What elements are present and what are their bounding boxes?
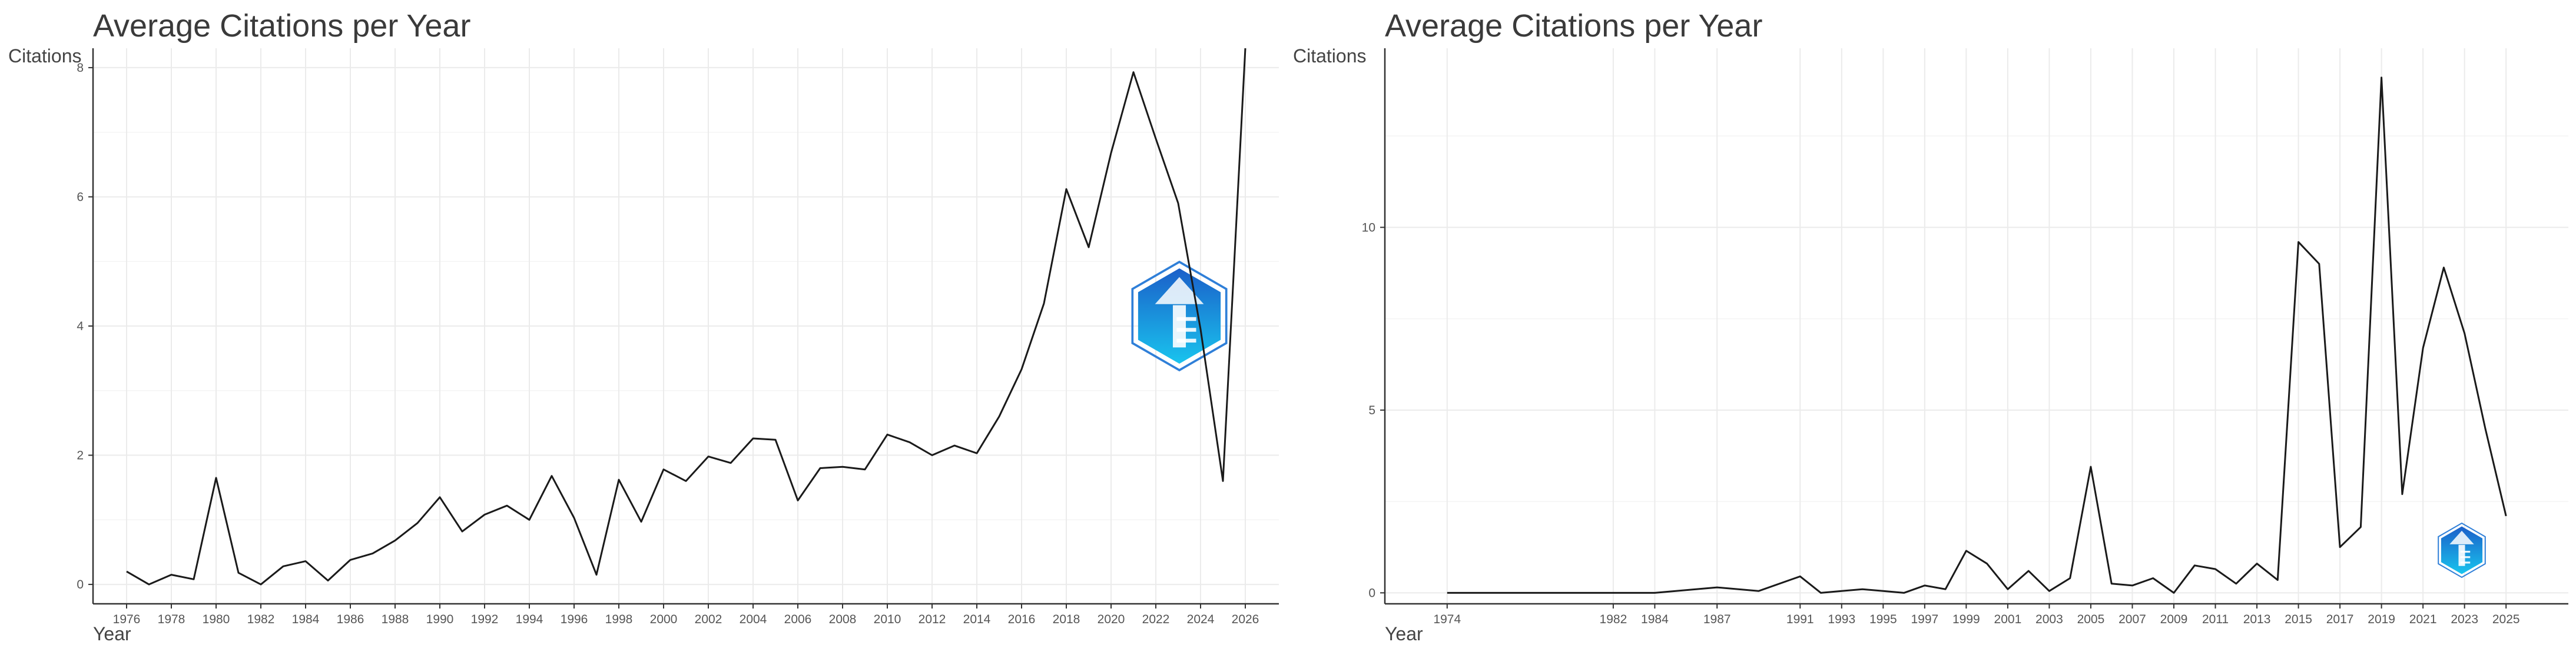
chart-panel-right: 0 5 10 1974 1982 1984 1987 1991 1993 1995 1997 1999… bbox=[1291, 0, 2574, 655]
chart-panel-left: 0 2 4 6 8 1976 1978 1980 1982 1984 1986 1988 1990 199… bbox=[0, 0, 1284, 655]
x-tick-label: 1995 bbox=[1869, 613, 1897, 626]
x-tick-label: 2024 bbox=[1187, 613, 1215, 626]
grid bbox=[93, 48, 1279, 604]
x-tick-label: 1982 bbox=[1600, 613, 1627, 626]
y-tick-label: 10 bbox=[1362, 221, 1375, 234]
x-tick-label: 1993 bbox=[1828, 613, 1855, 626]
x-tick-label: 1986 bbox=[337, 613, 364, 626]
chart-title: Average Citations per Year bbox=[1385, 8, 1762, 44]
x-tick-label: 2015 bbox=[2285, 613, 2312, 626]
y-tick-label: 5 bbox=[1368, 404, 1375, 417]
x-tick-label: 2013 bbox=[2243, 613, 2271, 626]
x-tick-label: 2025 bbox=[2492, 613, 2520, 626]
x-tick-label: 2019 bbox=[2368, 613, 2395, 626]
x-tick-label: 1976 bbox=[113, 613, 141, 626]
x-tick-label: 1999 bbox=[1952, 613, 1980, 626]
x-tick-label: 2020 bbox=[1098, 613, 1125, 626]
x-tick-label: 2001 bbox=[1994, 613, 2022, 626]
x-tick-label: 2023 bbox=[2451, 613, 2478, 626]
y-tick-label: 0 bbox=[1368, 586, 1375, 600]
y-tick-label: 8 bbox=[77, 61, 84, 75]
x-tick-label: 1974 bbox=[1433, 613, 1461, 626]
x-tick-label: 2002 bbox=[695, 613, 722, 626]
x-tick-label: 1998 bbox=[605, 613, 633, 626]
x-tick-label: 1980 bbox=[203, 613, 230, 626]
chart-right: 0 5 10 1974 1982 1984 1987 1991 1993 1995 1997 1999… bbox=[1293, 8, 2568, 644]
x-tick-label: 1988 bbox=[382, 613, 409, 626]
y-axis-title: Citations bbox=[8, 45, 82, 67]
series-line bbox=[126, 48, 1246, 586]
y-tick-label: 0 bbox=[77, 578, 84, 591]
x-tick-label: 2011 bbox=[2202, 613, 2229, 626]
y-tick-label: 6 bbox=[77, 190, 84, 204]
x-tick-label: 2005 bbox=[2077, 613, 2105, 626]
x-tick-label: 2018 bbox=[1053, 613, 1080, 626]
grid bbox=[1385, 48, 2568, 604]
x-tick-label: 2017 bbox=[2326, 613, 2354, 626]
x-tick-label: 1984 bbox=[1641, 613, 1669, 626]
x-tick-label: 1992 bbox=[471, 613, 499, 626]
x-tick-label: 2008 bbox=[829, 613, 857, 626]
x-tick-label: 2014 bbox=[963, 613, 991, 626]
x-tick-label: 2026 bbox=[1232, 613, 1259, 626]
bibliometrix-logo-icon bbox=[1131, 260, 1228, 372]
x-tick-label: 2022 bbox=[1142, 613, 1170, 626]
x-tick-label: 2009 bbox=[2160, 613, 2188, 626]
x-tick-label: 2006 bbox=[784, 613, 812, 626]
x-tick-label: 1984 bbox=[292, 613, 320, 626]
x-tick-label: 1978 bbox=[158, 613, 185, 626]
x-tick-label: 2003 bbox=[2035, 613, 2063, 626]
x-tick-label: 2012 bbox=[919, 613, 946, 626]
chart-left: 0 2 4 6 8 1976 1978 1980 1982 1984 1986 1988 1990 199… bbox=[8, 8, 1279, 644]
x-tick-label: 1994 bbox=[516, 613, 543, 626]
x-tick-label: 2021 bbox=[2409, 613, 2437, 626]
x-axis-title: Year bbox=[1385, 623, 1423, 644]
x-tick-label: 1991 bbox=[1786, 613, 1814, 626]
x-tick-label: 2000 bbox=[650, 613, 678, 626]
chart-title: Average Citations per Year bbox=[93, 8, 470, 44]
x-tick-label: 2010 bbox=[874, 613, 901, 626]
x-tick-label: 1997 bbox=[1911, 613, 1938, 626]
x-tick-label: 2004 bbox=[740, 613, 767, 626]
series-line bbox=[1447, 77, 2507, 594]
y-tick-label: 4 bbox=[77, 320, 84, 333]
bibliometrix-logo-icon bbox=[2438, 522, 2486, 578]
x-tick-label: 1987 bbox=[1703, 613, 1731, 626]
x-axis-title: Year bbox=[93, 623, 131, 644]
x-tick-label: 1982 bbox=[247, 613, 275, 626]
x-tick-label: 2016 bbox=[1008, 613, 1036, 626]
y-tick-label: 2 bbox=[77, 449, 84, 463]
y-axis-title: Citations bbox=[1293, 45, 1367, 67]
x-tick-label: 2007 bbox=[2119, 613, 2146, 626]
x-tick-label: 1990 bbox=[426, 613, 454, 626]
x-tick-label: 1996 bbox=[561, 613, 588, 626]
